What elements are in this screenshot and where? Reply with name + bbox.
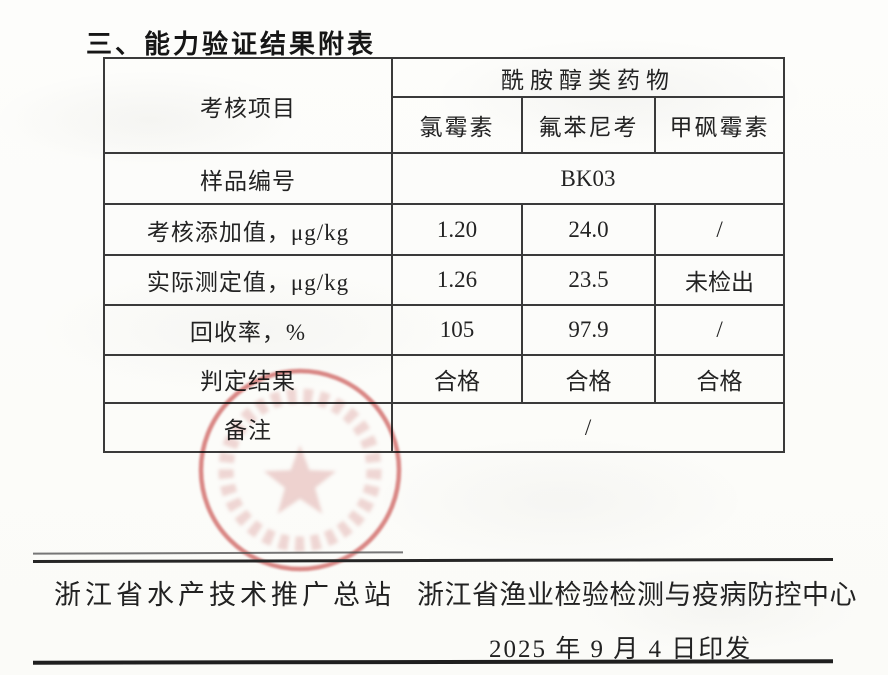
seal-star-icon [263,445,337,514]
sample-id-value: BK03 [390,152,786,205]
table-row: 备注 / [103,402,786,453]
spiked-value-tap: / [653,203,786,256]
group-header-cell: 酰胺醇类药物 [390,57,786,98]
table-row: 考核添加值，μg/kg 1.20 24.0 / [103,203,786,256]
issuing-organizations-line: 浙江省水产技术推广总站 浙江省渔业检验检测与疫病防控中心 [54,573,857,612]
row-label-measured-value: 实际测定值，μg/kg [103,254,393,306]
row-label-remarks: 备注 [103,402,393,453]
page-title: 三、能力验证结果附表 [86,29,377,59]
table-row: 考核项目 酰胺醇类药物 [103,57,786,154]
table-row: 样品编号 BK03 [103,152,786,205]
judgment-tap: 合格 [653,354,786,404]
spiked-value-cap: 1.20 [391,203,523,256]
results-table: 考核项目 酰胺醇类药物 氯霉素 氟苯尼考 甲砜霉素 样品编号 BK03 考核添加… [103,57,786,453]
measured-value-tap: 未检出 [653,254,786,306]
table-row: 回收率，% 105 97.9 / [103,304,786,356]
column-header-chloramphenicol: 氯霉素 [391,96,523,154]
row-label-judgment: 判定结果 [103,354,393,404]
issuing-org-left: 浙江省水产技术推广总站 [54,580,395,610]
measured-value-ffc: 23.5 [521,254,656,306]
issuing-org-right: 浙江省渔业检验检测与疫病防控中心 [417,580,857,610]
spiked-value-ffc: 24.0 [521,203,656,256]
column-header-florfenicol: 氟苯尼考 [521,96,656,154]
judgment-ffc: 合格 [521,354,656,404]
recovery-rate-tap: / [653,304,786,356]
measured-value-cap: 1.26 [391,254,523,306]
column-header-thiamphenicol: 甲砜霉素 [653,96,786,154]
remarks-value: / [390,402,786,453]
footer-top-rule-ghost [32,551,404,555]
judgment-cap: 合格 [391,354,523,404]
corner-header-cell: 考核项目 [103,57,393,154]
row-label-sample-id: 样品编号 [103,152,393,205]
row-label-spiked-value: 考核添加值，μg/kg [103,203,393,256]
recovery-rate-cap: 105 [391,304,523,356]
recovery-rate-ffc: 97.9 [521,304,656,356]
footer-top-rule [32,557,834,564]
table-row: 判定结果 合格 合格 合格 [103,354,786,404]
table-row: 氯霉素 氟苯尼考 甲砜霉素 [104,96,786,154]
table-row: 实际测定值，μg/kg 1.26 23.5 未检出 [103,254,786,306]
row-label-recovery-rate: 回收率，% [103,304,393,356]
issue-date-line: 2025 年 9 月 4 日印发 [489,636,753,663]
